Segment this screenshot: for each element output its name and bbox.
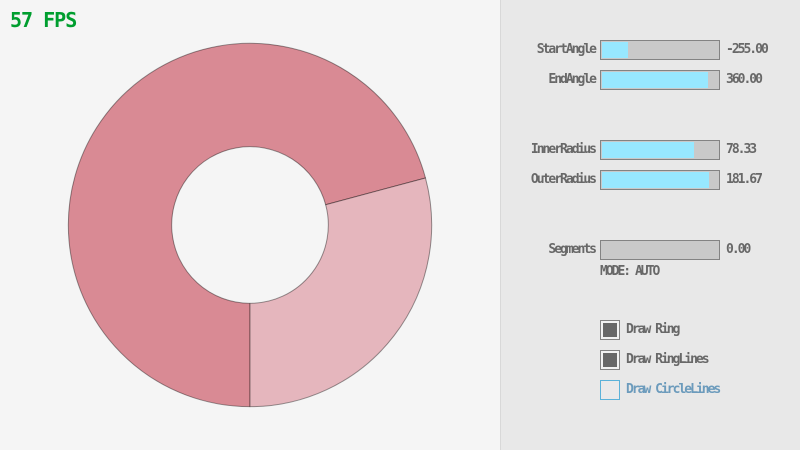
start-angle-slider[interactable] (600, 40, 720, 60)
mode-text: MODE: AUTO (600, 264, 660, 279)
start-angle-value: -255.00 (726, 42, 769, 57)
end-angle-slider-fill (602, 72, 709, 88)
draw-circlelines-checkbox[interactable] (600, 380, 620, 400)
draw-circlelines-row: Draw CircleLines (501, 380, 800, 400)
draw-ring-checkbox[interactable] (600, 320, 620, 340)
end-angle-row: EndAngle 360.00 (501, 70, 800, 90)
segments-slider[interactable] (600, 240, 720, 260)
outer-radius-value: 181.67 (726, 172, 763, 187)
end-angle-slider[interactable] (600, 70, 720, 90)
outer-radius-label: OuterRadius (530, 172, 597, 187)
segments-value: 0.00 (726, 242, 751, 257)
start-angle-slider-fill (602, 42, 628, 58)
start-angle-label: StartAngle (536, 42, 597, 57)
start-angle-row: StartAngle -255.00 (501, 40, 800, 60)
draw-circlelines-label: Draw CircleLines (626, 382, 721, 397)
end-angle-label: EndAngle (548, 72, 597, 87)
draw-ring-checkbox-mark (603, 323, 617, 337)
draw-ringlines-label: Draw RingLines (626, 352, 710, 367)
inner-radius-value: 78.33 (726, 142, 757, 157)
ring-sector-overlap (67, 42, 427, 408)
inner-radius-slider-fill (602, 142, 695, 158)
outer-radius-slider[interactable] (600, 170, 720, 190)
draw-ring-label: Draw Ring (626, 322, 680, 337)
outer-radius-row: OuterRadius 181.67 (501, 170, 800, 190)
fps-counter: 57 FPS (10, 8, 77, 32)
inner-radius-label: InnerRadius (530, 142, 597, 157)
draw-ringlines-checkbox[interactable] (600, 350, 620, 370)
inner-radius-row: InnerRadius 78.33 (501, 140, 800, 160)
segments-label: Segments (548, 242, 597, 257)
ring-canvas (67, 42, 433, 408)
draw-ringlines-row: Draw RingLines (501, 350, 800, 370)
draw-ringlines-checkbox-mark (603, 353, 617, 367)
ring-sector-single (249, 177, 433, 408)
outer-radius-slider-fill (602, 172, 710, 188)
inner-radius-slider[interactable] (600, 140, 720, 160)
draw-ring-row: Draw Ring (501, 320, 800, 340)
control-panel: StartAngle -255.00 EndAngle 360.00 Inner… (500, 0, 800, 450)
segments-row: Segments 0.00 (501, 240, 800, 260)
end-angle-value: 360.00 (726, 72, 763, 87)
